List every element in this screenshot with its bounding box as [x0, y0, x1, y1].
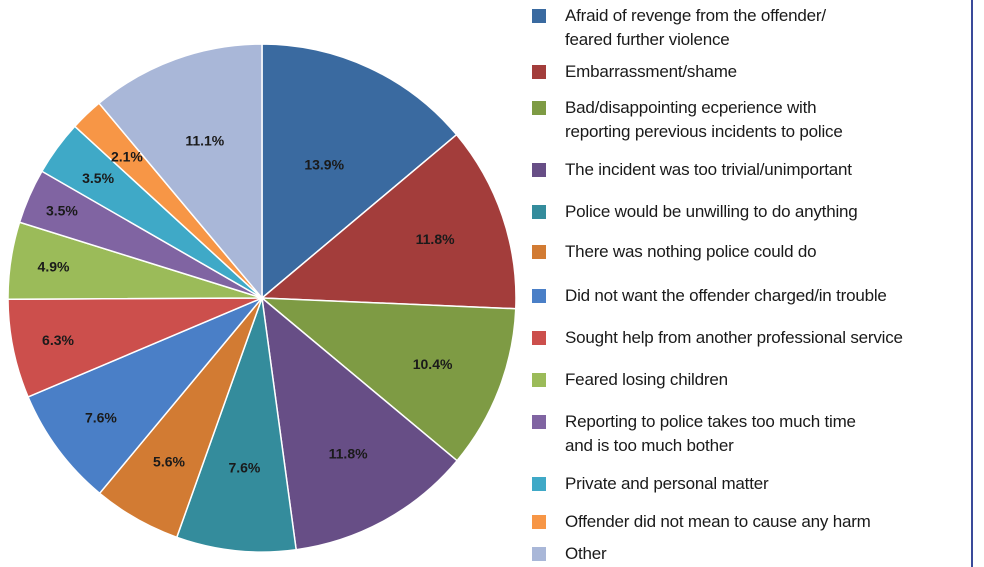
legend-label: There was nothing police could do: [565, 240, 970, 264]
legend-swatch: [532, 515, 546, 529]
pie-chart: 13.9% 11.8% 10.4% 11.8% 7.6% 5.6% 7.6% 6.3% 4.9%…: [0, 0, 530, 567]
legend-label: Embarrassment/shame: [565, 60, 970, 84]
slice-data-label: 10.4%: [413, 356, 453, 372]
slice-data-label: 3.5%: [82, 170, 114, 186]
legend-swatch: [532, 163, 546, 177]
slice-data-label: 7.6%: [228, 459, 260, 475]
legend-label: Police would be unwilling to do anything: [565, 200, 970, 224]
legend-swatch: [532, 9, 546, 23]
legend-swatch: [532, 547, 546, 561]
legend-label: The incident was too trivial/unimportant: [565, 158, 970, 182]
legend-label: Did not want the offender charged/in tro…: [565, 284, 970, 308]
legend-label: Offender did not mean to cause any harm: [565, 510, 970, 534]
legend-label: Feared losing children: [565, 368, 970, 392]
slice-data-label: 11.8%: [329, 446, 368, 462]
legend-label: Sought help from another professional se…: [565, 326, 970, 350]
chart-legend: Afraid of revenge from the offender/ fea…: [532, 0, 972, 567]
slice-data-label: 2.1%: [111, 149, 143, 165]
slice-data-label: 11.8%: [416, 231, 455, 247]
slice-data-label: 11.1%: [185, 132, 224, 148]
slice-data-label: 6.3%: [42, 332, 74, 348]
legend-label: Afraid of revenge from the offender/ fea…: [565, 4, 970, 52]
legend-swatch: [532, 245, 546, 259]
legend-label: Private and personal matter: [565, 472, 970, 496]
slice-data-label: 13.9%: [304, 157, 344, 173]
legend-swatch: [532, 415, 546, 429]
legend-swatch: [532, 101, 546, 115]
legend-label: Bad/disappointing ecperience with report…: [565, 96, 970, 144]
legend-label: Other: [565, 542, 970, 566]
legend-swatch: [532, 331, 546, 345]
slice-data-label: 7.6%: [85, 410, 117, 426]
legend-swatch: [532, 205, 546, 219]
slice-data-label: 3.5%: [46, 202, 78, 218]
legend-swatch: [532, 373, 546, 387]
legend-swatch: [532, 65, 546, 79]
slice-data-label: 4.9%: [38, 259, 70, 275]
legend-swatch: [532, 289, 546, 303]
legend-swatch: [532, 477, 546, 491]
legend-label: Reporting to police takes too much time …: [565, 410, 970, 458]
slice-data-label: 5.6%: [153, 453, 185, 469]
